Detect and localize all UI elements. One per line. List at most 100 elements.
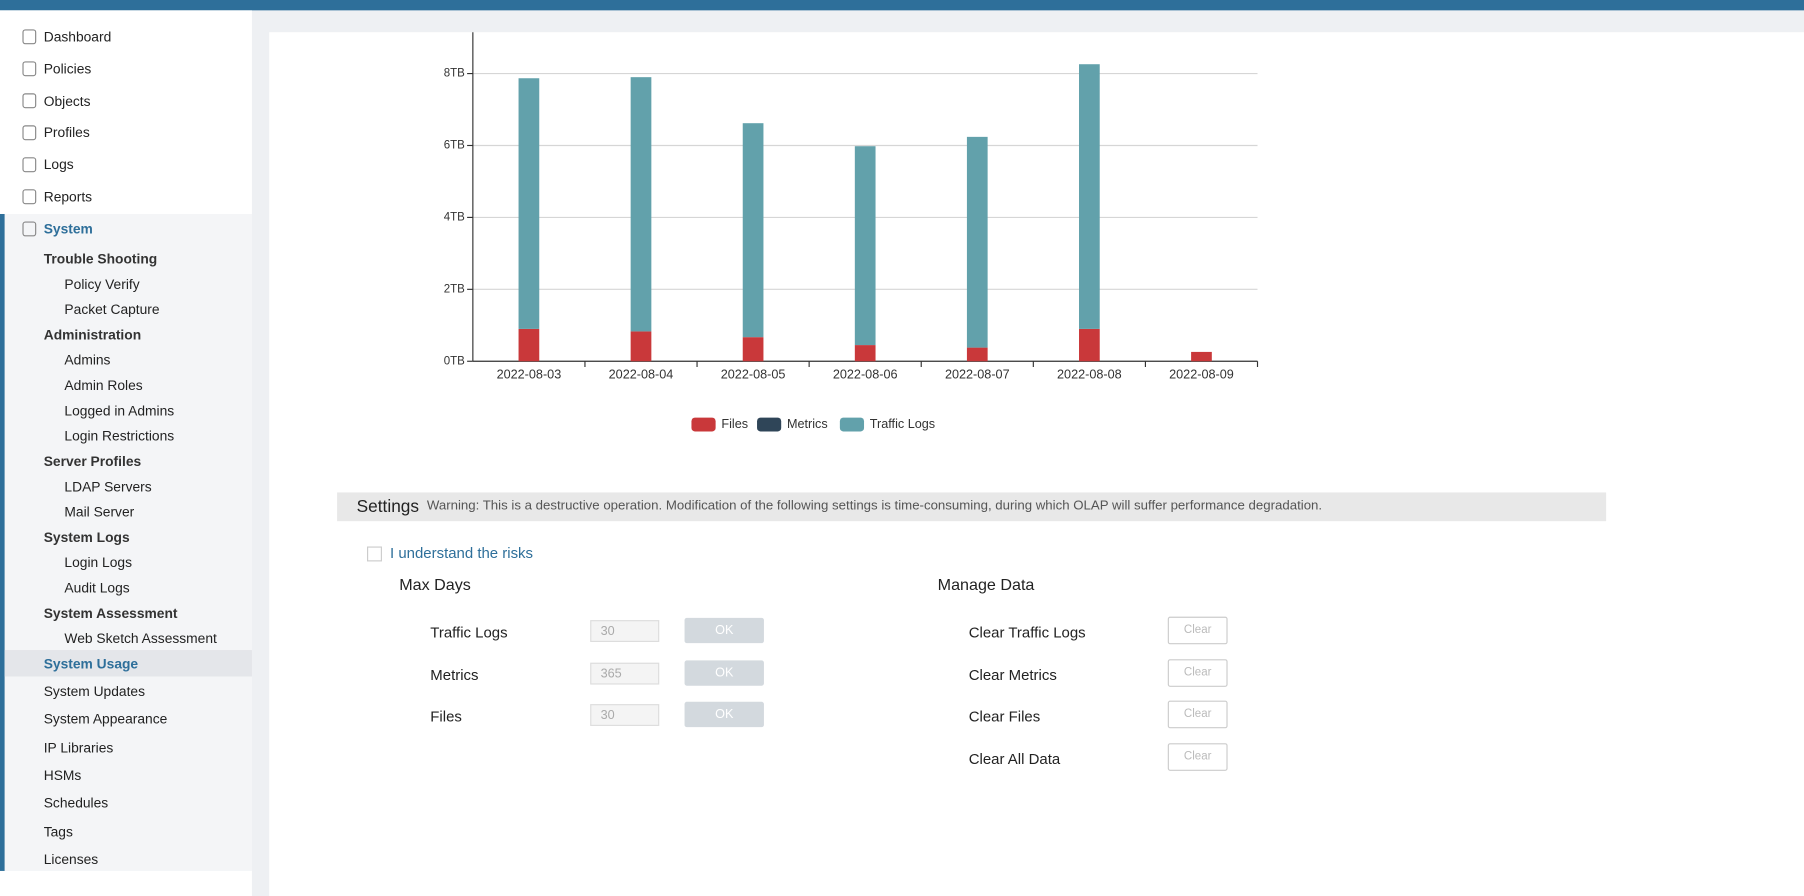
bar-segment — [966, 136, 988, 348]
legend-label: Files — [721, 417, 748, 431]
nav-item[interactable]: Tags — [43, 823, 73, 840]
clear-button[interactable]: Clear — [1167, 700, 1228, 729]
manage-label: Clear All Data — [968, 749, 1061, 767]
sub-item[interactable]: Admins — [64, 352, 111, 369]
sub-item[interactable]: Mail Server — [64, 503, 135, 521]
group-title: Trouble Shooting — [43, 250, 158, 267]
nav-icon — [22, 125, 37, 141]
bar-segment — [518, 78, 540, 329]
manage-label: Clear Metrics — [968, 665, 1057, 683]
clear-button[interactable]: Clear — [1167, 658, 1228, 687]
setting-label: Traffic Logs — [430, 623, 508, 641]
y-tick-label: 8TB — [444, 68, 465, 80]
legend-label: Metrics — [787, 417, 828, 431]
clear-button[interactable]: Clear — [1167, 616, 1228, 645]
nav-item[interactable]: System Appearance — [43, 711, 168, 728]
ok-button[interactable]: OK — [684, 617, 764, 644]
bar-segment — [854, 345, 876, 362]
section-title: Manage Data — [937, 575, 1035, 594]
nav-icon — [22, 189, 37, 205]
bar-segment — [966, 347, 988, 362]
x-tick-label: 2022-08-07 — [945, 367, 1010, 381]
nav-item[interactable]: Policies — [43, 60, 92, 77]
risk-label[interactable]: I understand the risks — [390, 544, 534, 562]
x-tick-label: 2022-08-08 — [1057, 367, 1122, 381]
sub-item[interactable]: Web Sketch Assessment — [64, 630, 217, 647]
sub-item-active[interactable]: System Usage — [43, 655, 139, 672]
bar-segment — [630, 331, 652, 362]
sub-item[interactable]: Logged in Admins — [64, 402, 175, 419]
nav-icon — [22, 29, 37, 45]
bar-segment — [1079, 328, 1100, 362]
nav-item[interactable]: Logs — [43, 156, 74, 173]
bar-segment — [1079, 64, 1100, 329]
group-title: Administration — [43, 326, 142, 343]
x-tick-label: 2022-08-05 — [721, 367, 786, 381]
nav-item[interactable]: HSMs — [43, 767, 82, 784]
nav-icon — [22, 93, 37, 109]
manage-label: Clear Files — [968, 707, 1041, 725]
bar-segment — [518, 328, 540, 362]
sub-item[interactable]: Login Logs — [64, 554, 132, 571]
days-input[interactable]: 30 — [590, 620, 660, 642]
settings-title: Settings — [356, 497, 420, 517]
nav-item[interactable]: Licenses — [43, 851, 99, 868]
bar-segment — [630, 77, 652, 332]
sub-item[interactable]: Policy Verify — [64, 276, 140, 293]
x-tick-label: 2022-08-09 — [1169, 367, 1234, 381]
y-tick-label: 4TB — [444, 211, 465, 223]
bar-segment — [854, 146, 876, 346]
ok-button[interactable]: OK — [684, 701, 764, 728]
setting-label: Files — [430, 707, 462, 725]
sub-item[interactable]: Audit Logs — [64, 579, 130, 596]
submenu-bg — [0, 213, 252, 871]
sub-item[interactable]: Packet Capture — [64, 301, 160, 318]
days-input[interactable]: 365 — [590, 662, 660, 684]
active-indicator — [0, 213, 5, 871]
top-bar — [0, 0, 1804, 11]
bar-segment — [742, 123, 764, 338]
legend-label: Traffic Logs — [870, 417, 935, 431]
nav-item-active[interactable]: System — [43, 220, 93, 238]
group-title: System Assessment — [43, 605, 178, 622]
legend-swatch — [757, 417, 782, 432]
y-tick-label: 2TB — [444, 283, 465, 295]
nav-item[interactable]: Reports — [43, 188, 93, 205]
bar-segment — [1191, 351, 1212, 362]
nav-item[interactable]: Schedules — [43, 795, 109, 812]
y-tick-label: 6TB — [444, 140, 465, 152]
ok-button[interactable]: OK — [684, 659, 764, 686]
active-item-bg — [4, 650, 252, 677]
warning: Warning: This is a destructive operation… — [426, 499, 1323, 514]
nav-item[interactable]: System Updates — [43, 683, 146, 700]
sub-item[interactable]: Login Restrictions — [64, 427, 175, 445]
clear-button[interactable]: Clear — [1167, 742, 1228, 771]
legend-swatch — [839, 417, 865, 432]
x-tick-label: 2022-08-06 — [833, 367, 898, 381]
nav-item[interactable]: IP Libraries — [43, 739, 114, 756]
manage-label: Clear Traffic Logs — [968, 623, 1086, 641]
group-title: Server Profiles — [43, 453, 142, 470]
group-title: System Logs — [43, 529, 130, 546]
nav-item[interactable]: Objects — [43, 92, 91, 109]
settings-bar — [337, 492, 1607, 522]
x-tick-label: 2022-08-04 — [609, 367, 674, 381]
legend-swatch — [691, 417, 716, 432]
x-tick-label: 2022-08-03 — [497, 367, 562, 381]
setting-label: Metrics — [430, 665, 479, 683]
nav-icon — [22, 157, 37, 173]
sub-item[interactable]: Admin Roles — [64, 377, 143, 394]
days-input[interactable]: 30 — [590, 704, 660, 726]
nav-item[interactable]: Profiles — [43, 124, 90, 141]
sub-item[interactable]: LDAP Servers — [64, 478, 152, 495]
section-title: Max Days — [399, 575, 471, 594]
y-tick-label: 0TB — [444, 355, 465, 367]
risk-checkbox[interactable] — [367, 546, 382, 562]
bar-segment — [742, 337, 764, 362]
nav-icon — [22, 61, 37, 77]
nav-icon — [22, 221, 37, 237]
nav-item[interactable]: Dashboard — [43, 28, 112, 45]
